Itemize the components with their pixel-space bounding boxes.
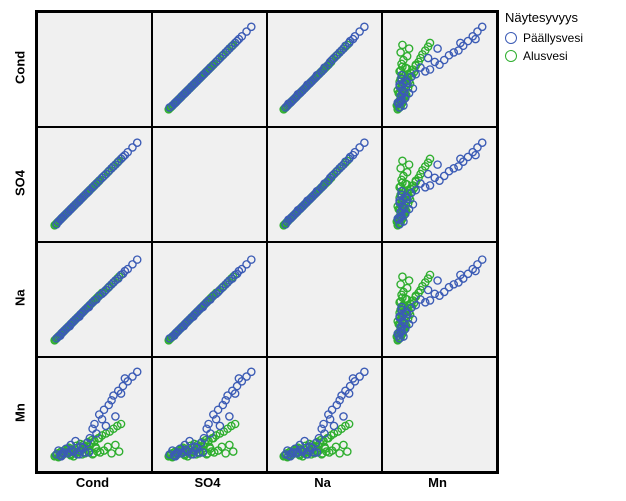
row-label-na: Na — [5, 240, 35, 355]
cell-cond-so4 — [152, 12, 267, 127]
col-label-mn: Mn — [380, 475, 495, 495]
row-label-mn: Mn — [5, 355, 35, 470]
legend-label-1: Päällysvesi — [523, 31, 583, 45]
legend-label-2: Alusvesi — [523, 49, 568, 63]
cell-so4-mn — [382, 127, 497, 242]
legend-item-2: Alusvesi — [505, 49, 583, 63]
cell-mn-cond — [37, 357, 152, 472]
legend-marker-2 — [505, 50, 517, 62]
legend: Näytesyvyys Päällysvesi Alusvesi — [505, 10, 583, 67]
cell-na-cond — [37, 242, 152, 357]
cell-na-mn — [382, 242, 497, 357]
cell-cond-mn — [382, 12, 497, 127]
cell-so4-na — [267, 127, 382, 242]
cell-mn-na — [267, 357, 382, 472]
cell-so4-cond — [37, 127, 152, 242]
row-label-cond: Cond — [5, 10, 35, 125]
cell-na-so4 — [152, 242, 267, 357]
col-label-cond: Cond — [35, 475, 150, 495]
legend-title: Näytesyvyys — [505, 10, 583, 25]
cell-na-na — [267, 242, 382, 357]
row-label-so4: SO4 — [5, 125, 35, 240]
cell-mn-so4 — [152, 357, 267, 472]
col-label-so4: SO4 — [150, 475, 265, 495]
cell-cond-na — [267, 12, 382, 127]
cell-cond-cond — [37, 12, 152, 127]
legend-item-1: Päällysvesi — [505, 31, 583, 45]
legend-marker-1 — [505, 32, 517, 44]
scatter-matrix — [35, 10, 499, 474]
cell-so4-so4 — [152, 127, 267, 242]
cell-mn-mn — [382, 357, 497, 472]
col-label-na: Na — [265, 475, 380, 495]
